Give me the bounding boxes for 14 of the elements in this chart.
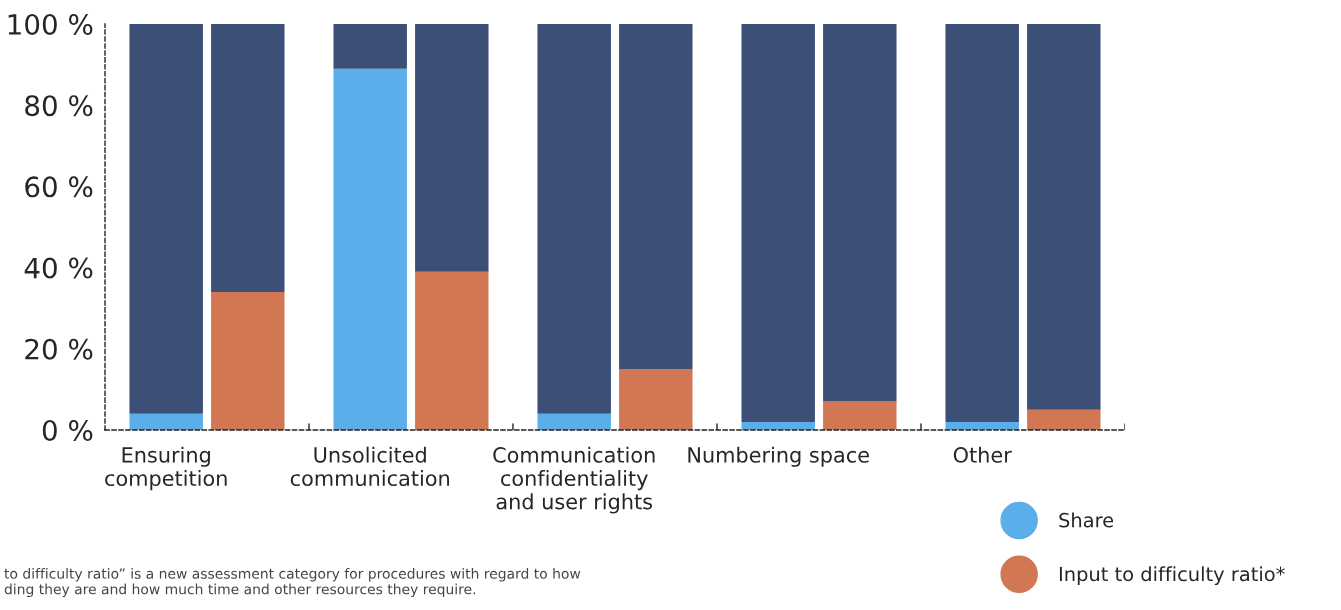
y-tick-label: 40 % bbox=[24, 257, 93, 279]
y-tick-label: 60 % bbox=[25, 176, 93, 198]
y-tick-label: 80 % bbox=[25, 95, 93, 117]
x-tick-label: Ensuring competition bbox=[105, 446, 227, 491]
x-tick-label: Numbering space bbox=[688, 446, 869, 467]
text: to difficulty ratio” is a new assessment category for procedures with regard to how ding they are and how much time and other resources they require. bbox=[4, 568, 581, 598]
y-tick-label: 0 % bbox=[42, 419, 93, 441]
x-tick-label: Other bbox=[953, 446, 1012, 463]
legend-label: Input to difficulty ratio* bbox=[1059, 566, 1285, 586]
y-tick-label: 20 % bbox=[25, 338, 93, 360]
y-tick-label: 100 % bbox=[8, 13, 93, 35]
legend-label: Share bbox=[1059, 512, 1114, 528]
x-tick-label: Unsolicited communication bbox=[290, 446, 449, 487]
x-tick-label: Communication confidentiality and user rights bbox=[493, 446, 655, 514]
